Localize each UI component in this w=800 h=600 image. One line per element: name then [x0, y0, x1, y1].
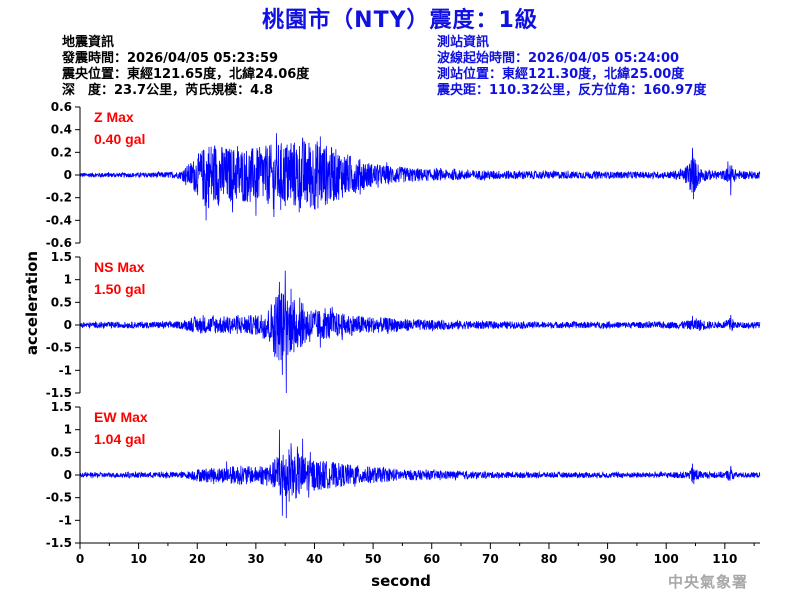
y-tick-label: -1.5 — [46, 536, 72, 550]
y-tick-label: -0.2 — [46, 191, 72, 205]
y-tick-label: 0 — [64, 168, 72, 182]
station-location: 測站位置：東經121.30度，北緯25.00度 — [437, 67, 685, 82]
max-value-ns: 1.50 gal — [94, 281, 145, 297]
y-tick-label: -0.6 — [46, 236, 72, 250]
x-tick-label: 40 — [306, 552, 323, 566]
y-tick-label: 1.5 — [51, 250, 72, 264]
station-info-heading: 測站資訊 — [437, 35, 490, 50]
x-tick-label: 0 — [76, 552, 84, 566]
depth-magnitude: 深 度：23.7公里，芮氏規模：4.8 — [62, 83, 274, 98]
y-tick-label: -1.5 — [46, 386, 72, 400]
y-tick-label: 0 — [64, 318, 72, 332]
agency-watermark: 中央氣象署 — [667, 573, 748, 591]
max-label-ew: EW Max — [94, 409, 148, 425]
epicenter-location: 震央位置：東經121.65度，北緯24.06度 — [62, 67, 310, 82]
x-tick-label: 110 — [712, 552, 737, 566]
waveform-z — [79, 133, 761, 221]
x-tick-label: 60 — [423, 552, 440, 566]
page-title: 桃園市（NTY）震度：1級 — [262, 8, 538, 33]
y-tick-label: 1 — [64, 273, 72, 287]
wave-start-time: 波線起始時間：2026/04/05 05:24:00 — [437, 51, 680, 66]
epicentral-distance: 震央距：110.32公里，反方位角：160.97度 — [437, 83, 707, 98]
x-tick-label: 20 — [189, 552, 206, 566]
max-value-z: 0.40 gal — [94, 131, 145, 147]
x-tick-label: 10 — [130, 552, 147, 566]
y-tick-label: -1 — [59, 513, 72, 527]
y-tick-label: -0.5 — [46, 491, 72, 505]
y-tick-label: -0.5 — [46, 341, 72, 355]
y-tick-label: 0.5 — [51, 445, 72, 459]
x-tick-label: 70 — [482, 552, 499, 566]
y-tick-label: 0.5 — [51, 295, 72, 309]
y-tick-label: 0 — [64, 468, 72, 482]
y-tick-label: 1.5 — [51, 400, 72, 414]
waveform-ew — [79, 429, 761, 519]
y-tick-label: 0.2 — [51, 145, 72, 159]
max-value-ew: 1.04 gal — [94, 431, 145, 447]
x-tick-label: 90 — [599, 552, 616, 566]
y-tick-label: -0.4 — [46, 213, 72, 227]
waveform-ns — [79, 270, 761, 394]
max-label-z: Z Max — [94, 109, 134, 125]
x-tick-label: 80 — [541, 552, 558, 566]
y-tick-label: 1 — [64, 423, 72, 437]
x-tick-label: 100 — [654, 552, 679, 566]
y-tick-label: -1 — [59, 363, 72, 377]
event-info-block: 地震資訊 發震時間：2026/04/05 05:23:59 震央位置：東經121… — [62, 35, 309, 99]
x-tick-label: 50 — [365, 552, 382, 566]
y-axis-title: acceleration — [23, 251, 41, 355]
origin-time: 發震時間：2026/04/05 05:23:59 — [62, 51, 279, 66]
max-label-ns: NS Max — [94, 259, 145, 275]
y-tick-label: 0.6 — [51, 100, 72, 114]
x-tick-label: 30 — [248, 552, 265, 566]
event-info-heading: 地震資訊 — [62, 35, 115, 50]
y-tick-label: 0.4 — [51, 123, 72, 137]
x-axis-title: second — [371, 572, 431, 590]
station-info-block: 測站資訊 波線起始時間：2026/04/05 05:24:00 測站位置：東經1… — [437, 35, 706, 99]
